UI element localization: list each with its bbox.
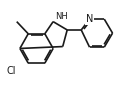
Text: N: N	[86, 14, 93, 24]
Text: Cl: Cl	[7, 66, 16, 76]
Text: NH: NH	[55, 12, 68, 21]
